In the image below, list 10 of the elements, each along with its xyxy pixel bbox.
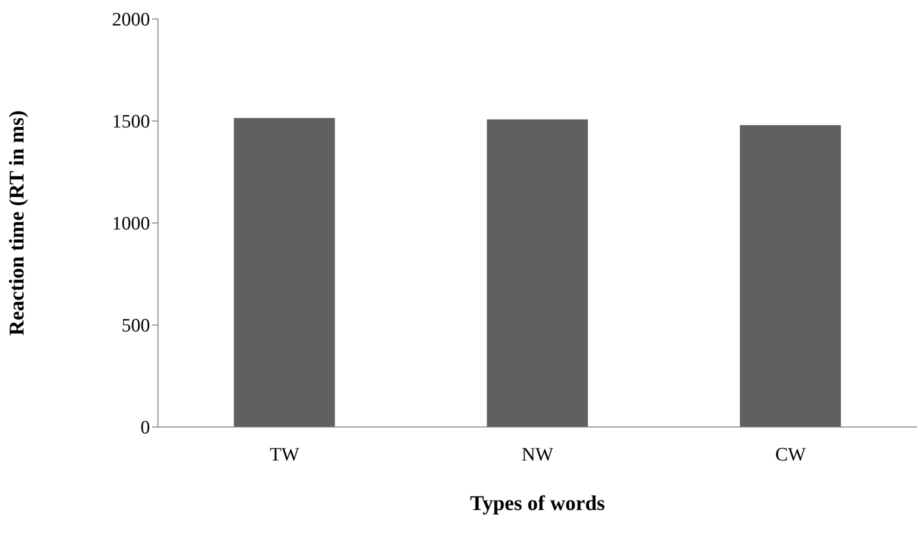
y-tick-label: 500 (122, 316, 150, 337)
y-tick-label: 0 (140, 418, 150, 439)
y-tick-label: 1500 (112, 112, 150, 133)
x-tick-label: CW (775, 444, 806, 466)
y-tick-label: 1000 (112, 214, 150, 235)
y-axis-title: Reaction time (RT in ms) (4, 110, 28, 336)
x-tick-label: NW (522, 444, 554, 466)
y-tick-label: 2000 (112, 10, 150, 31)
x-axis-title: Types of words (470, 491, 605, 515)
x-tick-label: TW (270, 444, 300, 466)
